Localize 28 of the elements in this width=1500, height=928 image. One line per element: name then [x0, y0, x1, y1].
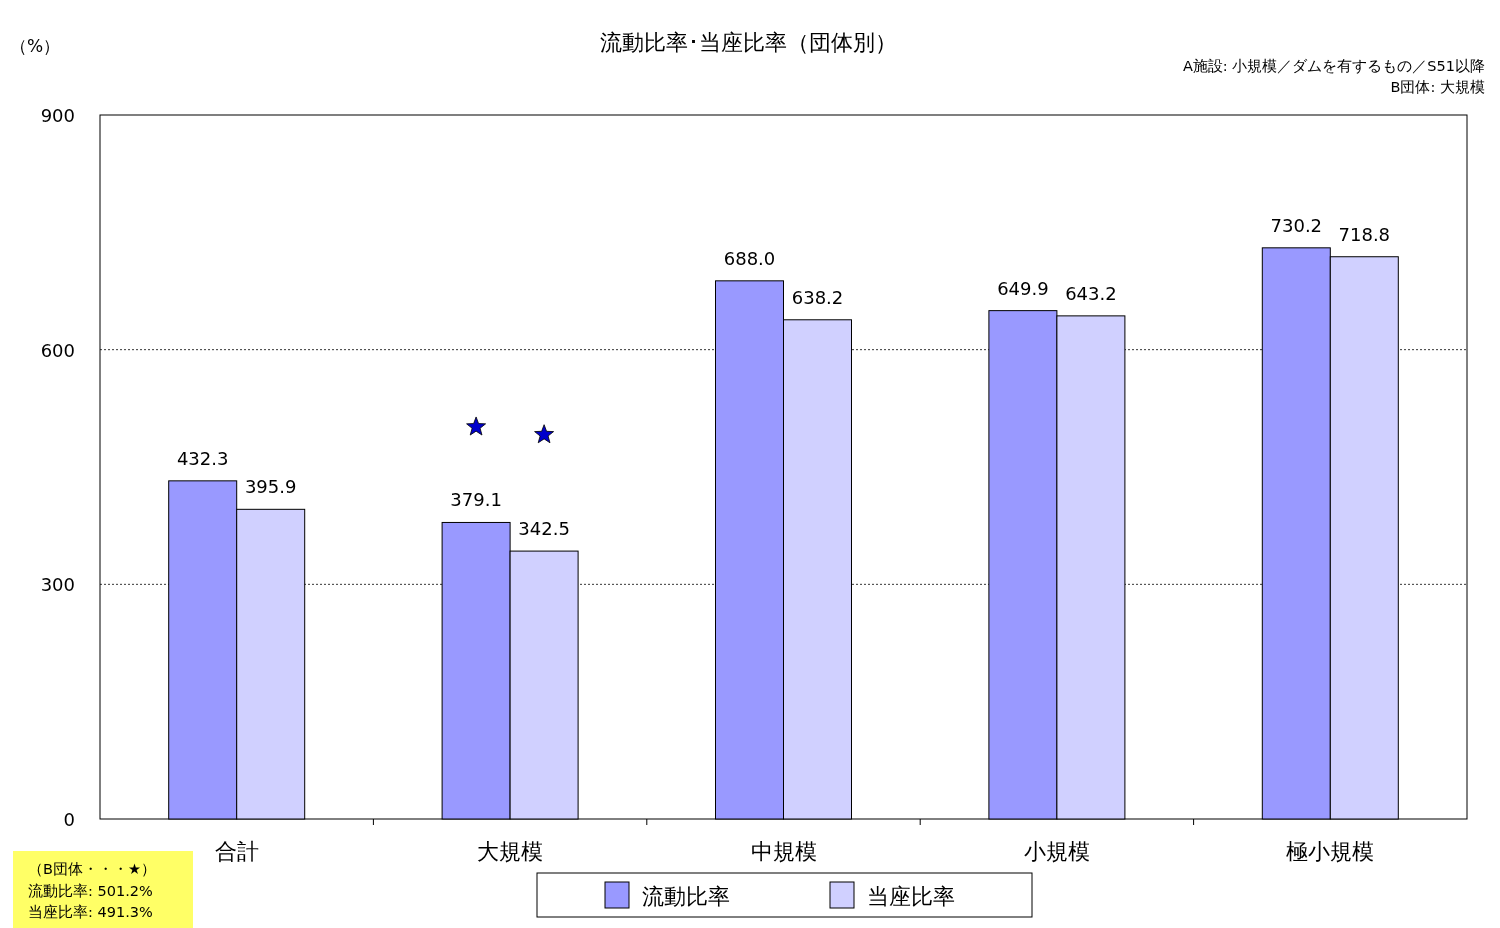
data-label: 342.5 [518, 518, 570, 540]
legend-label: 当座比率 [867, 884, 955, 909]
text: （B団体・・・★） [28, 861, 156, 877]
x-tick-label: 大規模 [477, 839, 544, 864]
data-label: 730.2 [1270, 214, 1323, 236]
y-tick-label: 0 [63, 809, 75, 830]
x-tick-label: 合計 [214, 839, 259, 864]
data-label: 395.9 [244, 476, 297, 498]
text: A施設: 小規模／ダムを有するもの／S51以降 [1182, 58, 1485, 74]
legend-label: 流動比率 [642, 884, 730, 909]
data-label: 432.3 [176, 447, 229, 469]
data-label: 379.1 [450, 489, 502, 511]
x-tick-label: 極小規模 [1286, 839, 1375, 864]
y-tick-label: 300 [40, 574, 75, 596]
text: 当座比率: 491.3% [28, 904, 153, 920]
data-label: 638.2 [791, 286, 844, 308]
y-tick-label: 900 [40, 105, 75, 126]
chart-title: 流動比率･当座比率（団体別） [599, 30, 897, 55]
x-tick-label: 小規模 [1023, 839, 1090, 864]
y-tick-label: 600 [40, 339, 75, 361]
data-label: 718.8 [1338, 223, 1391, 245]
data-label: 649.9 [997, 277, 1049, 299]
x-tick-label: 中規模 [750, 839, 817, 864]
data-label: 643.2 [1065, 282, 1117, 304]
data-label: 688.0 [723, 247, 776, 269]
text: B団体: 大規模 [1390, 79, 1485, 95]
text: 流動比率: 501.2% [28, 882, 153, 899]
y-axis-title: （%） [9, 36, 61, 56]
